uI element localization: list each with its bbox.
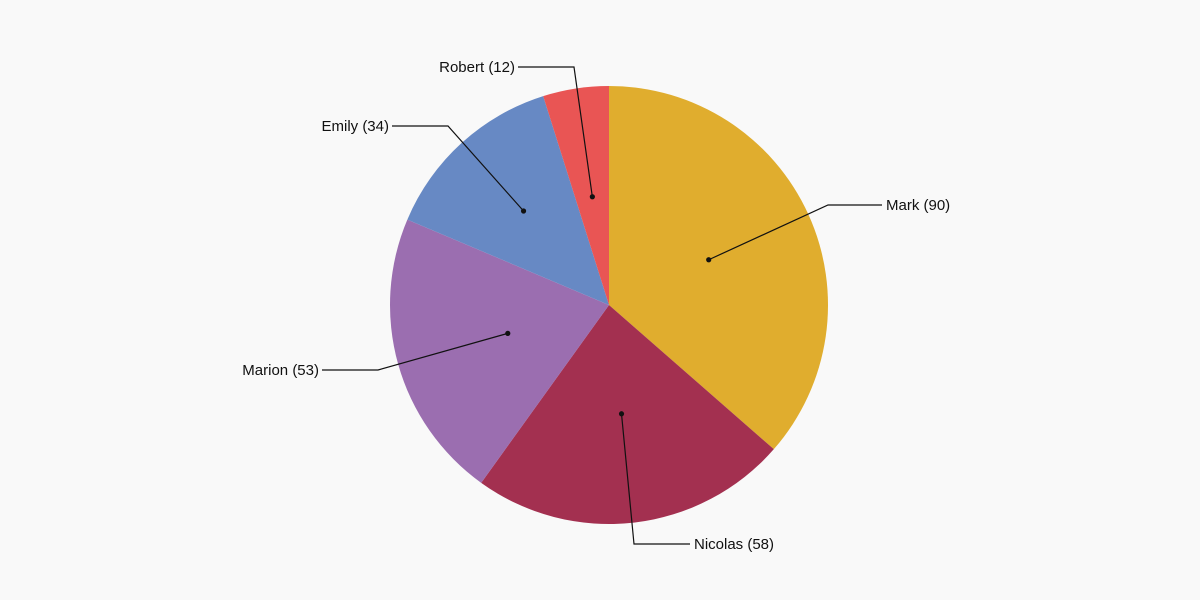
- slice-label-robert: Robert (12): [439, 59, 515, 76]
- pie-slice-mark: [609, 86, 828, 450]
- leader-line-robert: [518, 66, 593, 197]
- leader-line-mark: [708, 204, 882, 261]
- slice-label-emily: Emily (34): [321, 118, 389, 135]
- slice-label-mark: Mark (90): [886, 197, 950, 214]
- leader-dot-robert: [589, 194, 595, 200]
- pie-slice-robert: [543, 86, 609, 305]
- pie-slice-emily: [407, 96, 609, 305]
- leader-line-nicolas: [620, 413, 690, 545]
- leader-dot-nicolas: [618, 411, 625, 417]
- leader-lines: [322, 66, 882, 545]
- slice-label-nicolas: Nicolas (58): [694, 536, 774, 553]
- slice-label-marion: Marion (53): [242, 362, 319, 379]
- leader-line-marion: [322, 332, 508, 371]
- leader-dot-marion: [505, 330, 511, 336]
- leader-dot-emily: [520, 208, 527, 214]
- pie-slices: [390, 86, 828, 524]
- slice-labels: Mark (90) Nicolas (58) Marion (53) Emily (3…: [242, 59, 950, 553]
- pie-slice-marion: [390, 219, 609, 483]
- leader-line-emily: [392, 125, 525, 212]
- pie-slice-nicolas: [481, 305, 774, 524]
- leader-dot-mark: [706, 257, 712, 263]
